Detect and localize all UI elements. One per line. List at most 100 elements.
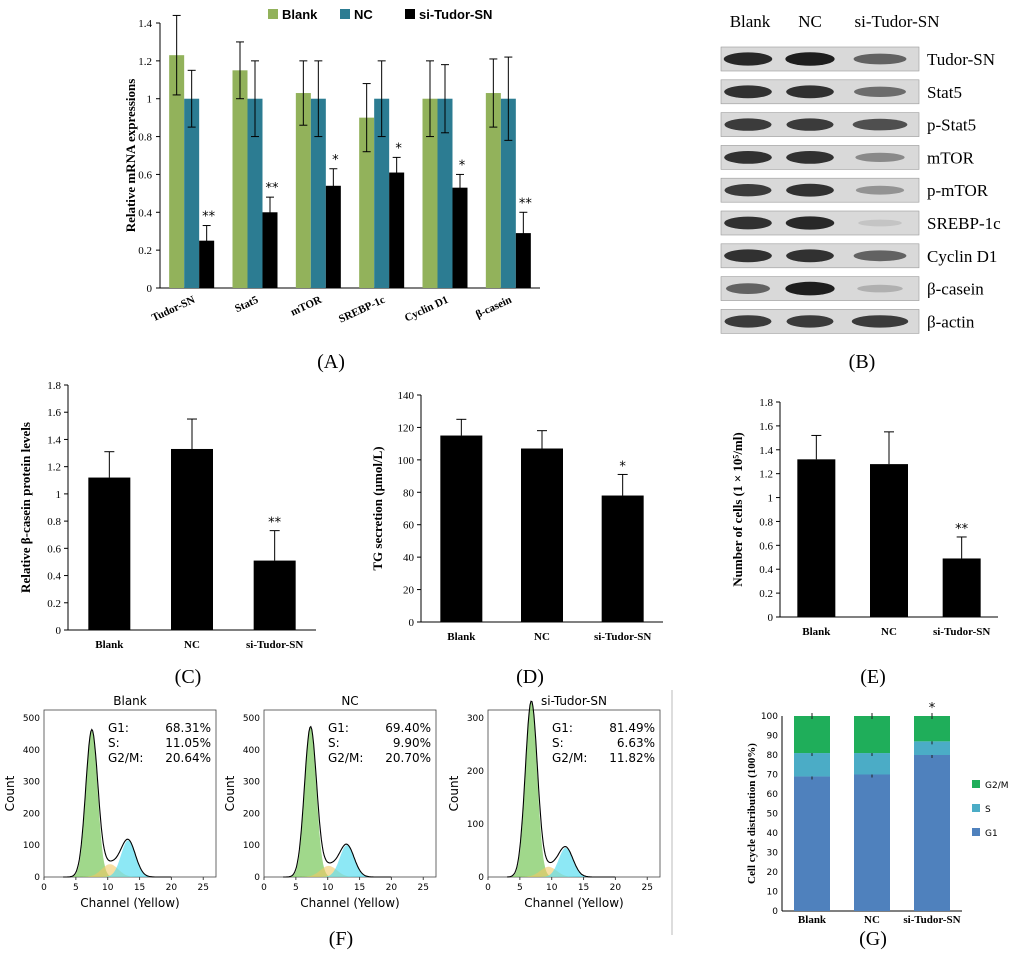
panel-c: 0 0.2 0.4 0.6 0.8 1 1.2 1.4 1.6 1.8 Blank NC ** si-Tu… bbox=[18, 380, 316, 688]
bar-NC bbox=[521, 448, 563, 622]
y-tick-label: 0.6 bbox=[138, 169, 152, 181]
panel-d: 0 20 40 60 80 100 120 140 Blank NC * si-Tudor-SN TG … bbox=[370, 390, 663, 688]
legend-label: NC bbox=[354, 7, 373, 22]
y-tick-label: 80 bbox=[403, 487, 415, 499]
x-tick-label: Blank bbox=[447, 631, 476, 643]
y-axis-label: TG secretion (µmol/L) bbox=[370, 446, 385, 570]
bar-NC-Tudor-SN bbox=[184, 98, 200, 288]
panel-label: (B) bbox=[849, 351, 876, 373]
y-tick-label: 0.2 bbox=[138, 245, 152, 257]
blot-band bbox=[852, 118, 908, 131]
y-tick-label: 300 bbox=[467, 714, 484, 724]
x-tick-label: 15 bbox=[578, 883, 589, 893]
y-tick-label: 70 bbox=[767, 771, 779, 781]
x-tick-label: 10 bbox=[322, 883, 334, 893]
y-tick-label: 30 bbox=[767, 849, 779, 859]
y-tick-label: 100 bbox=[761, 712, 778, 722]
y-tick-label: 400 bbox=[23, 746, 40, 756]
x-tick-label: Blank bbox=[798, 914, 827, 926]
significance-mark: * bbox=[332, 153, 339, 168]
y-tick-label: 100 bbox=[398, 455, 415, 467]
bar-G2/M-NC bbox=[854, 716, 890, 754]
bar-Blank-β-casein bbox=[485, 93, 501, 289]
x-tick-label: mTOR bbox=[289, 293, 325, 318]
bar-S-si-Tudor-SN bbox=[914, 741, 950, 755]
blot-row-label: β-casein bbox=[927, 280, 984, 299]
stat-label: G2/M: bbox=[328, 751, 363, 765]
y-tick-label: 1 bbox=[147, 94, 153, 106]
y-axis-label: Relative mRNA expressions bbox=[123, 79, 138, 233]
significance-mark: * bbox=[459, 158, 466, 173]
y-tick-label: 0 bbox=[478, 873, 484, 883]
stat-label: G1: bbox=[108, 721, 129, 735]
panel-b-western-blot: Blank NC si-Tudor-SN Tudor-SN Stat5 p-Stat5 mT… bbox=[720, 12, 1001, 373]
x-tick-label: 20 bbox=[610, 883, 622, 893]
bar-S-NC bbox=[854, 753, 890, 775]
x-tick-label: si-Tudor-SN bbox=[246, 639, 303, 651]
y-tick-label: 500 bbox=[243, 714, 260, 724]
y-tick-label: 200 bbox=[243, 809, 260, 819]
stat-value: 69.40% bbox=[385, 721, 431, 735]
y-tick-label: 0.8 bbox=[138, 132, 152, 144]
bar-Blank-Cyclin D1 bbox=[422, 98, 438, 288]
blot-band bbox=[724, 216, 772, 230]
x-tick-label: si-Tudor-SN bbox=[594, 631, 651, 643]
histogram-outline bbox=[283, 725, 392, 878]
significance-mark: ** bbox=[202, 210, 216, 225]
y-tick-label: 0 bbox=[56, 625, 62, 637]
y-axis-label: Cell cycle distribution (100%) bbox=[746, 743, 758, 884]
significance-mark: * bbox=[395, 141, 402, 156]
plot-title: si-Tudor-SN bbox=[541, 694, 607, 708]
y-tick-label: 0.2 bbox=[759, 588, 773, 600]
blot-band bbox=[785, 281, 835, 296]
blot-row-label: β-actin bbox=[927, 312, 975, 331]
y-tick-label: 0 bbox=[34, 873, 40, 883]
bar-G1-NC bbox=[854, 774, 890, 911]
stat-value: 20.70% bbox=[385, 751, 431, 765]
y-tick-label: 0.2 bbox=[47, 598, 61, 610]
y-tick-label: 100 bbox=[23, 841, 40, 851]
blot-row-label: Stat5 bbox=[927, 83, 962, 102]
panel-e: 0 0.2 0.4 0.6 0.8 1 1.2 1.4 1.6 1.8 Blank NC ** si-Tu… bbox=[730, 397, 998, 688]
x-tick-label: 15 bbox=[354, 883, 365, 893]
bar-G1-si-Tudor-SN bbox=[914, 755, 950, 911]
stat-label: S: bbox=[328, 736, 340, 750]
y-tick-label: 1.4 bbox=[138, 18, 152, 30]
bar-si-Tudor-SN-Stat5 bbox=[262, 212, 278, 288]
stat-label: S: bbox=[552, 736, 564, 750]
y-tick-label: 0.4 bbox=[47, 571, 61, 583]
bar-si-Tudor-SN-Tudor-SN bbox=[199, 240, 215, 288]
blot-row-label: SREBP-1c bbox=[927, 214, 1001, 233]
significance-mark: ** bbox=[266, 181, 280, 196]
y-tick-label: 200 bbox=[467, 767, 484, 777]
stat-value: 6.63% bbox=[617, 736, 655, 750]
panel-label: (A) bbox=[317, 351, 345, 373]
blot-band bbox=[786, 183, 834, 197]
stat-value: 81.49% bbox=[609, 721, 655, 735]
x-tick-label: 5 bbox=[73, 883, 79, 893]
legend-swatch-si-Tudor-SN bbox=[405, 9, 415, 19]
bar-NC-Stat5 bbox=[247, 98, 263, 288]
x-tick-label: SREBP-1c bbox=[337, 294, 387, 326]
x-tick-label: Blank bbox=[802, 626, 831, 638]
legend-label: G1 bbox=[985, 829, 998, 839]
y-tick-label: 1.4 bbox=[759, 445, 773, 457]
y-tick-label: 1.4 bbox=[47, 434, 61, 446]
blot-column-label: si-Tudor-SN bbox=[855, 12, 940, 31]
y-axis-label: Count bbox=[447, 775, 461, 811]
stat-value: 11.05% bbox=[165, 736, 211, 750]
y-tick-label: 80 bbox=[767, 751, 779, 761]
blot-band bbox=[724, 184, 772, 197]
panel-label: (C) bbox=[175, 666, 202, 688]
blot-band bbox=[855, 185, 905, 195]
x-tick-label: β-casein bbox=[474, 294, 514, 321]
stat-label: S: bbox=[108, 736, 120, 750]
bar-G2/M-Blank bbox=[794, 716, 830, 754]
y-tick-label: 0 bbox=[772, 907, 778, 917]
g1-peak-fill bbox=[507, 702, 616, 877]
y-axis-label: Relative β-casein protein levels bbox=[18, 422, 33, 593]
y-tick-label: 0.8 bbox=[759, 516, 773, 528]
y-tick-label: 20 bbox=[767, 868, 779, 878]
